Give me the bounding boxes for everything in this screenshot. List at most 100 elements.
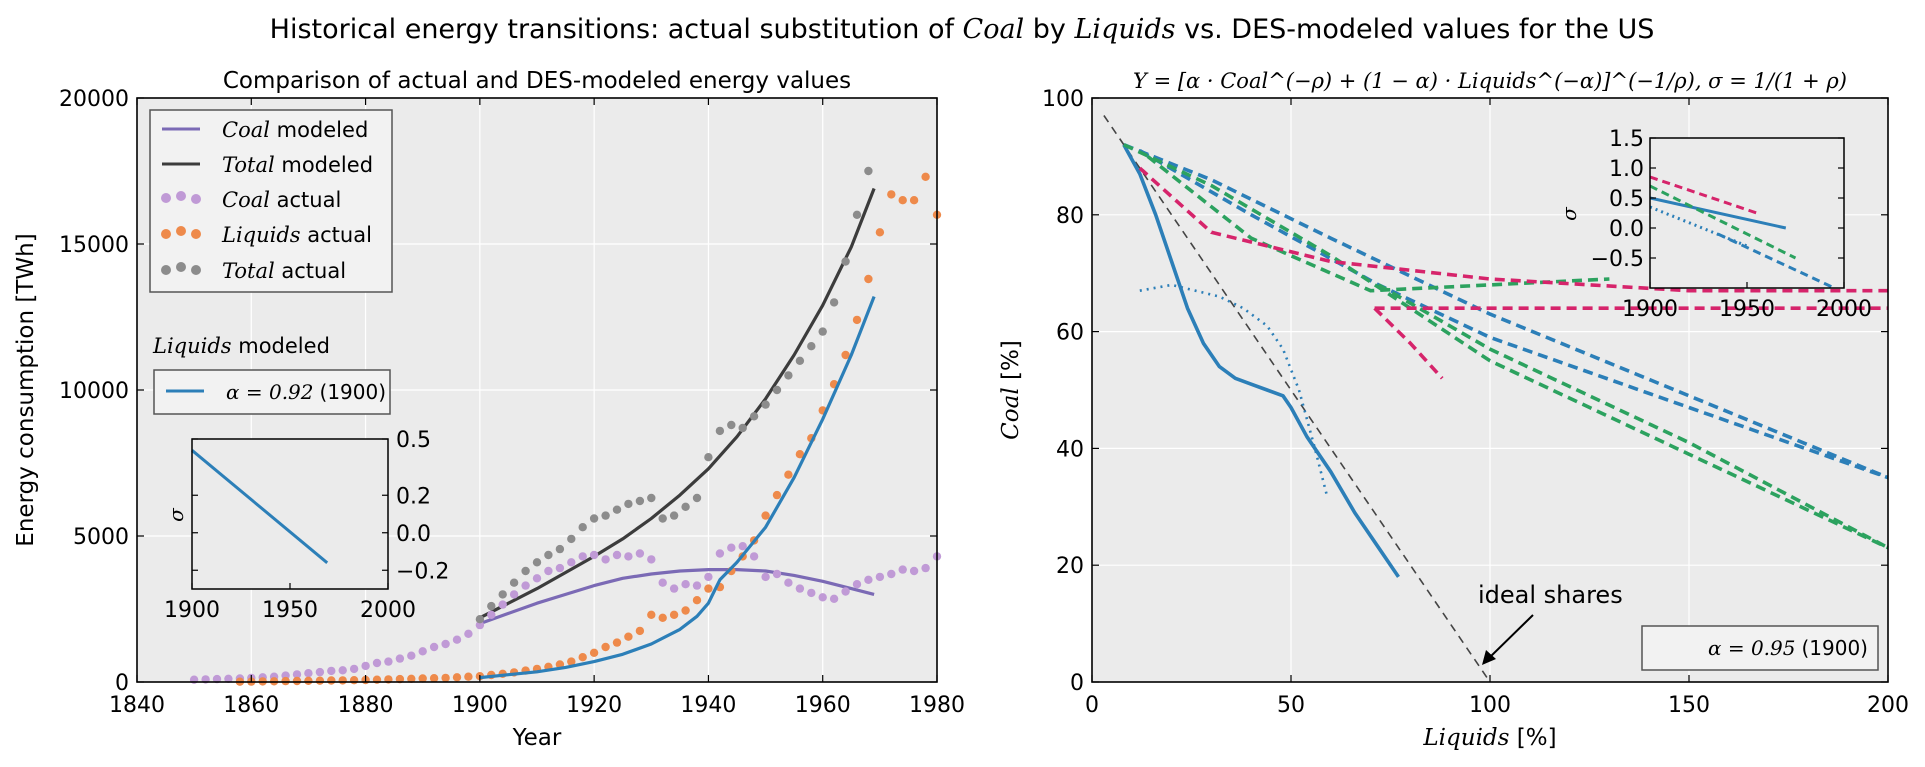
ideal-shares-arrow-head bbox=[1482, 650, 1496, 665]
coal-actual-point bbox=[578, 552, 587, 561]
total-actual-point bbox=[635, 496, 645, 506]
coal-actual-point bbox=[521, 581, 530, 590]
total-actual-point bbox=[567, 534, 576, 544]
total-actual-point bbox=[647, 493, 656, 503]
coal-actual-point bbox=[795, 584, 805, 593]
coal-actual-point bbox=[212, 674, 222, 684]
total-actual-point bbox=[795, 356, 805, 365]
liquids-actual-point bbox=[589, 648, 599, 657]
left-sigma-inset: 1900 1950 2000 −0.2 0.0 0.2 0.5 σ bbox=[164, 428, 449, 623]
right-x-tick-label: 50 bbox=[1277, 693, 1305, 718]
right-x-axis-label: Liquids [%] bbox=[1422, 725, 1556, 751]
liquids-actual-point bbox=[407, 674, 416, 683]
total-actual-point bbox=[807, 342, 816, 351]
ideal-shares-line bbox=[1103, 115, 1491, 683]
left-x-tick-label: 1860 bbox=[223, 693, 279, 718]
dashed-blue-curve bbox=[1138, 149, 1889, 480]
left-series bbox=[189, 166, 942, 686]
coal-actual-point bbox=[361, 661, 370, 671]
right-inset-y-tick-label: 1.5 bbox=[1609, 127, 1644, 152]
legend-total-actual-swatch bbox=[161, 262, 201, 275]
left-y-tick-label: 10000 bbox=[59, 379, 129, 404]
total-actual-point bbox=[532, 558, 542, 567]
legend-coal-modeled-label: Coal modeled bbox=[222, 118, 368, 142]
liquids-actual-point bbox=[624, 632, 633, 641]
coal-actual-point bbox=[669, 584, 679, 593]
right-x-tick-label: 150 bbox=[1668, 693, 1710, 718]
coal-actual-point bbox=[658, 578, 667, 587]
total-actual-point bbox=[612, 505, 622, 514]
legend-coal-actual-swatch bbox=[161, 191, 201, 204]
total-actual-point bbox=[544, 550, 553, 560]
liquids-actual-point bbox=[441, 673, 450, 683]
coal-actual-point bbox=[624, 552, 633, 561]
coal-actual-point bbox=[738, 542, 747, 551]
liquids-modeled-legend-label: α = 0.92 (1900) bbox=[226, 380, 386, 404]
liquids-actual-point bbox=[772, 490, 782, 500]
left-legend-box bbox=[149, 109, 393, 293]
coal-actual-point bbox=[292, 670, 302, 679]
coal-actual-point bbox=[487, 610, 496, 619]
total-actual-point bbox=[578, 523, 587, 532]
coal-actual-point bbox=[224, 674, 233, 683]
liquids-modeled-legend: α = 0.92 (1900) bbox=[153, 369, 391, 415]
total-modeled-line bbox=[479, 187, 876, 620]
right-sigma-inset: 1900 1950 2000 −0.5 0.0 0.5 1.0 1.5 σ bbox=[1557, 127, 1872, 322]
coal-actual-point bbox=[555, 563, 565, 573]
right-y-axis-label: Coal [%] bbox=[998, 340, 1024, 440]
left-inset-series bbox=[191, 449, 329, 564]
dashed-magenta-curve bbox=[1373, 306, 1444, 380]
total-actual-point bbox=[818, 327, 827, 336]
total-actual-point bbox=[555, 544, 565, 554]
total-actual-point bbox=[727, 420, 736, 430]
right-inset-dashed-blue-line bbox=[1717, 232, 1835, 290]
legend-coal-actual-label: Coal actual bbox=[222, 188, 341, 212]
liquids-actual-point bbox=[864, 274, 873, 284]
liquids-actual-point bbox=[429, 674, 439, 683]
coal-actual-point bbox=[784, 578, 793, 587]
coal-actual-point bbox=[852, 580, 862, 589]
left-inset-plot-area bbox=[192, 439, 388, 589]
left-inset-x-tick-label: 2000 bbox=[360, 598, 416, 623]
coal-actual-point bbox=[567, 558, 576, 567]
dashed-green-curve bbox=[1123, 143, 1889, 550]
right-inset-dashed-magenta-line bbox=[1649, 175, 1758, 215]
left-y-axis-label: Energy consumption [TWh] bbox=[13, 233, 39, 546]
left-y-tick-label: 15000 bbox=[59, 233, 129, 258]
coal-actual-point bbox=[372, 658, 382, 668]
coal-actual-point bbox=[304, 669, 313, 678]
liquids-actual-point bbox=[395, 674, 405, 684]
coal-actual-point bbox=[509, 590, 519, 599]
coal-actual-point bbox=[498, 600, 507, 609]
liquids-actual-point bbox=[875, 228, 885, 237]
coal-actual-point bbox=[395, 654, 405, 663]
liquids-actual-point bbox=[349, 676, 359, 685]
total-actual-point bbox=[829, 298, 839, 307]
total-actual-point bbox=[738, 423, 747, 433]
liquids-actual-point bbox=[635, 626, 645, 636]
liquids-actual-point bbox=[704, 584, 713, 593]
coal-actual-point bbox=[338, 666, 347, 675]
total-actual-point bbox=[624, 499, 633, 509]
left-inset-y-tick-label: 0.5 bbox=[396, 428, 431, 453]
left-inset-ticks: 1900 1950 2000 −0.2 0.0 0.2 0.5 bbox=[164, 428, 449, 623]
coal-actual-point bbox=[681, 580, 690, 589]
left-chart: 1840 1860 1880 1900 1920 1940 1960 1980 0 5000 100… bbox=[13, 68, 965, 751]
left-inset-sigma-line bbox=[191, 449, 329, 564]
left-ticks: 1840 1860 1880 1900 1920 1940 1960 1980 0 5000 100… bbox=[59, 87, 965, 718]
coal-actual-point bbox=[749, 552, 759, 561]
left-x-tick-label: 1880 bbox=[338, 693, 394, 718]
left-x-tick-label: 1920 bbox=[566, 693, 622, 718]
coal-actual-point bbox=[384, 657, 393, 666]
liquids-actual-point bbox=[795, 450, 805, 459]
liquids-actual-point bbox=[921, 172, 930, 181]
coal-actual-point bbox=[818, 593, 827, 602]
liquids-actual-point bbox=[692, 596, 702, 605]
liquids-actual-point bbox=[612, 638, 622, 647]
coal-actual-point bbox=[921, 563, 930, 573]
coal-actual-point bbox=[715, 549, 725, 558]
total-actual-point bbox=[521, 566, 530, 576]
left-inset-x-tick-label: 1900 bbox=[164, 598, 220, 623]
coal-actual-point bbox=[532, 574, 542, 583]
coal-actual-point bbox=[635, 549, 645, 558]
